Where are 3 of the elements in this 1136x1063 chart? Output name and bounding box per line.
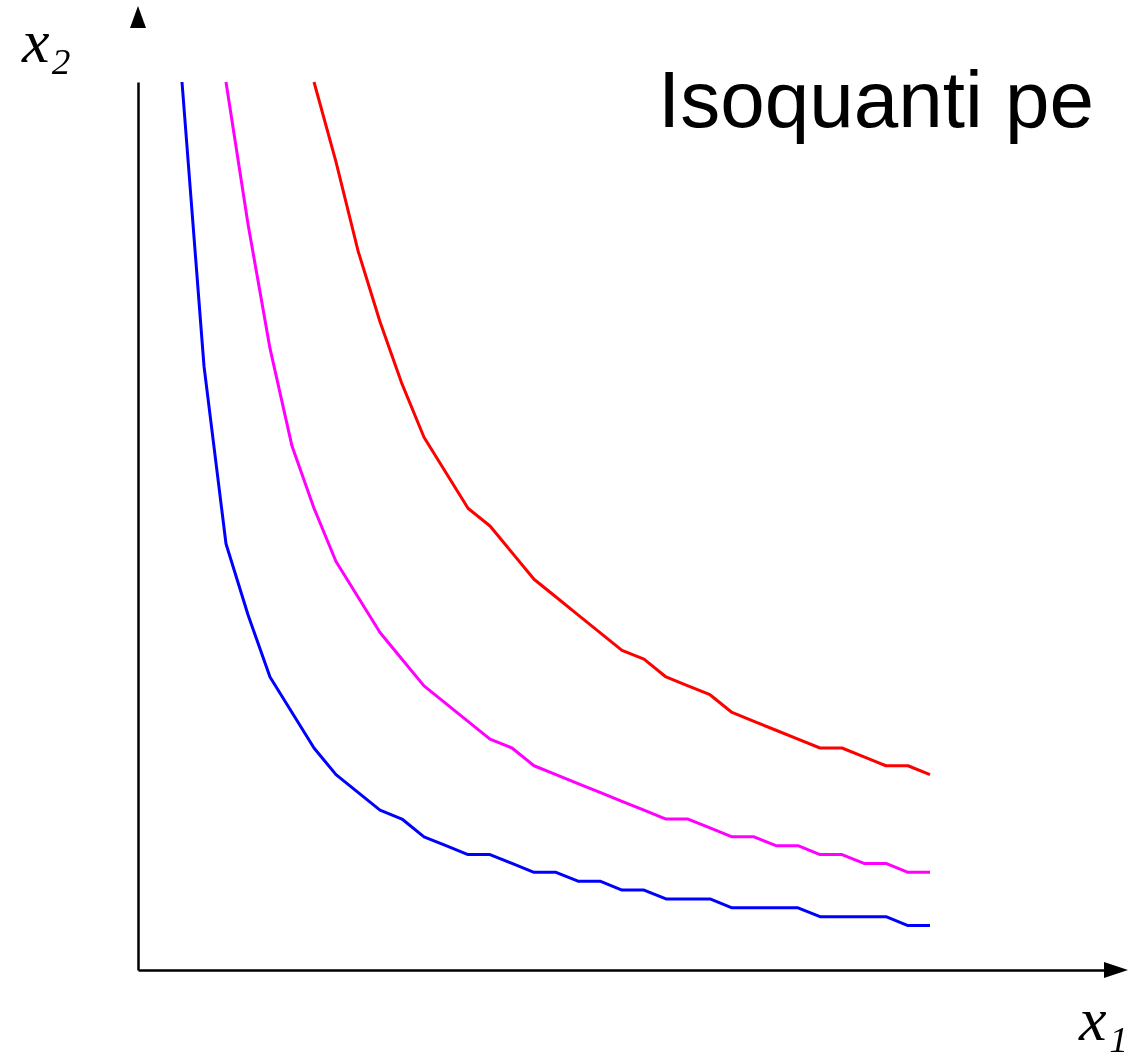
y-axis-title: x₂: [20, 6, 72, 75]
x-axis-title: x₁: [1077, 984, 1129, 1053]
chart-title: Isoquanti pe: [658, 55, 1094, 144]
